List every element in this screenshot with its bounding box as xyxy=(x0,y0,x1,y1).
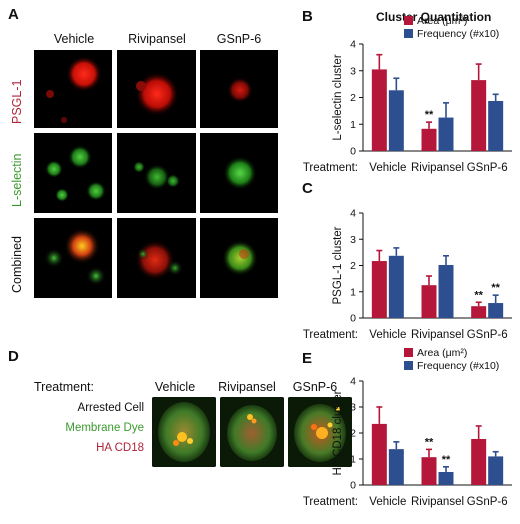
treatment-label-b: Treatment: xyxy=(303,162,358,174)
cell-image-gsnp6 xyxy=(288,397,352,467)
bar-c-0-1 xyxy=(388,255,404,318)
bar-e-0-0 xyxy=(371,423,387,485)
legend-swatch-b-1 xyxy=(404,29,413,38)
panel-d-treatment-label: Treatment: xyxy=(34,380,94,394)
legend-label-b-1: Frequency (#x10) xyxy=(417,28,499,40)
micrograph-psgl1-vehicle xyxy=(34,50,112,128)
bar-c-0-0 xyxy=(371,261,387,318)
y-axis-label-b: L-selectin cluster xyxy=(332,54,344,140)
significance-e-1: ** xyxy=(442,454,451,466)
y-tick-label-e-2: 2 xyxy=(350,428,356,440)
y-tick-label-c-0: 0 xyxy=(350,313,356,325)
y-tick-label-b-1: 1 xyxy=(350,119,356,131)
y-tick-label-c-2: 2 xyxy=(350,260,356,272)
micrograph-combined-vehicle xyxy=(34,218,112,298)
legend-label-e-1: Frequency (#x10) xyxy=(417,360,499,372)
y-tick-label-b-4: 4 xyxy=(350,39,356,51)
legend-swatch-b-0 xyxy=(404,16,413,25)
panel-e-letter: E xyxy=(302,350,313,367)
cell-image-rivipansel xyxy=(220,397,284,467)
significance-c-1: ** xyxy=(491,282,500,294)
y-tick-label-c-4: 4 xyxy=(350,208,356,220)
bar-e-0-1 xyxy=(388,449,404,485)
legend-label-b-0: Area (μm²) xyxy=(417,15,467,27)
bar-b-2-1 xyxy=(488,100,504,151)
bar-b-0-0 xyxy=(371,69,387,151)
treatment-label-c: Treatment: xyxy=(303,329,358,341)
micrograph-combined-rivipansel xyxy=(117,218,196,298)
legend-swatch-e-1 xyxy=(404,361,413,370)
significance-c-0: ** xyxy=(474,289,483,301)
bar-e-2-0 xyxy=(471,438,487,485)
bar-b-0-1 xyxy=(388,90,404,151)
panel-a-letter: A xyxy=(8,6,19,23)
bar-e-1-0 xyxy=(421,457,437,485)
bar-c-2-0 xyxy=(471,306,487,318)
y-tick-label-e-4: 4 xyxy=(350,376,356,388)
cell-image-vehicle xyxy=(152,397,216,467)
micrograph-lselectin-rivipansel xyxy=(117,133,196,213)
significance-e-0: ** xyxy=(425,436,434,448)
panel-a-col-vehicle: Vehicle xyxy=(53,32,95,46)
y-tick-label-b-3: 3 xyxy=(350,65,356,77)
bar-e-2-1 xyxy=(488,456,504,485)
category-label-c-0: Vehicle xyxy=(369,329,406,341)
micrograph-lselectin-gsnp6 xyxy=(200,133,278,213)
category-label-c-2: GSnP-6 xyxy=(467,329,508,341)
panel-d-letter: D xyxy=(8,348,19,365)
bar-c-1-1 xyxy=(438,264,454,318)
y-axis-label-e: HA CD18 cluster xyxy=(332,390,344,475)
category-label-e-2: GSnP-6 xyxy=(467,496,508,508)
bar-b-2-0 xyxy=(471,80,487,151)
category-label-c-1: Rivipansel xyxy=(411,329,464,341)
panel-d-col-gsnp6: GSnP-6 xyxy=(292,380,338,394)
micrograph-psgl1-rivipansel xyxy=(117,50,196,128)
y-tick-label-e-0: 0 xyxy=(350,480,356,492)
y-tick-label-c-3: 3 xyxy=(350,234,356,246)
micrograph-lselectin-vehicle xyxy=(34,133,112,213)
panel-a-col-rivipansel: Rivipansel xyxy=(128,32,186,46)
panel-d-legend-arrested: Arrested Cell xyxy=(77,402,144,414)
category-label-e-0: Vehicle xyxy=(369,496,406,508)
panel-d-legend-membrane: Membrane Dye xyxy=(65,422,144,434)
bar-b-1-0 xyxy=(421,128,437,151)
y-tick-label-c-1: 1 xyxy=(350,286,356,298)
y-tick-label-e-1: 1 xyxy=(350,454,356,466)
y-axis-label-c: PSGL-1 cluster xyxy=(332,226,344,304)
bar-c-2-1 xyxy=(488,303,504,318)
y-tick-label-b-0: 0 xyxy=(350,146,356,158)
treatment-label-e: Treatment: xyxy=(303,496,358,508)
legend-label-e-0: Area (μm²) xyxy=(417,347,467,359)
category-label-b-0: Vehicle xyxy=(369,162,406,174)
category-label-b-1: Rivipansel xyxy=(411,162,464,174)
bar-c-1-0 xyxy=(421,285,437,318)
y-tick-label-b-2: 2 xyxy=(350,92,356,104)
category-label-e-1: Rivipansel xyxy=(411,496,464,508)
bar-b-1-1 xyxy=(438,117,454,151)
micrograph-combined-gsnp6 xyxy=(200,218,278,298)
y-tick-label-e-3: 3 xyxy=(350,402,356,414)
panel-d-col-vehicle: Vehicle xyxy=(154,380,196,394)
category-label-b-2: GSnP-6 xyxy=(467,162,508,174)
panel-d-col-rivipansel: Rivipansel xyxy=(218,380,276,394)
panel-d-legend-hacd18: HA CD18 xyxy=(96,442,144,454)
bar-e-1-1 xyxy=(438,472,454,485)
significance-b-0: ** xyxy=(425,109,434,121)
panel-c-letter: C xyxy=(302,180,313,197)
legend-swatch-e-0 xyxy=(404,348,413,357)
micrograph-psgl1-gsnp6 xyxy=(200,50,278,128)
panel-b-letter: B xyxy=(302,8,313,25)
panel-a-col-gsnp6: GSnP-6 xyxy=(216,32,262,46)
